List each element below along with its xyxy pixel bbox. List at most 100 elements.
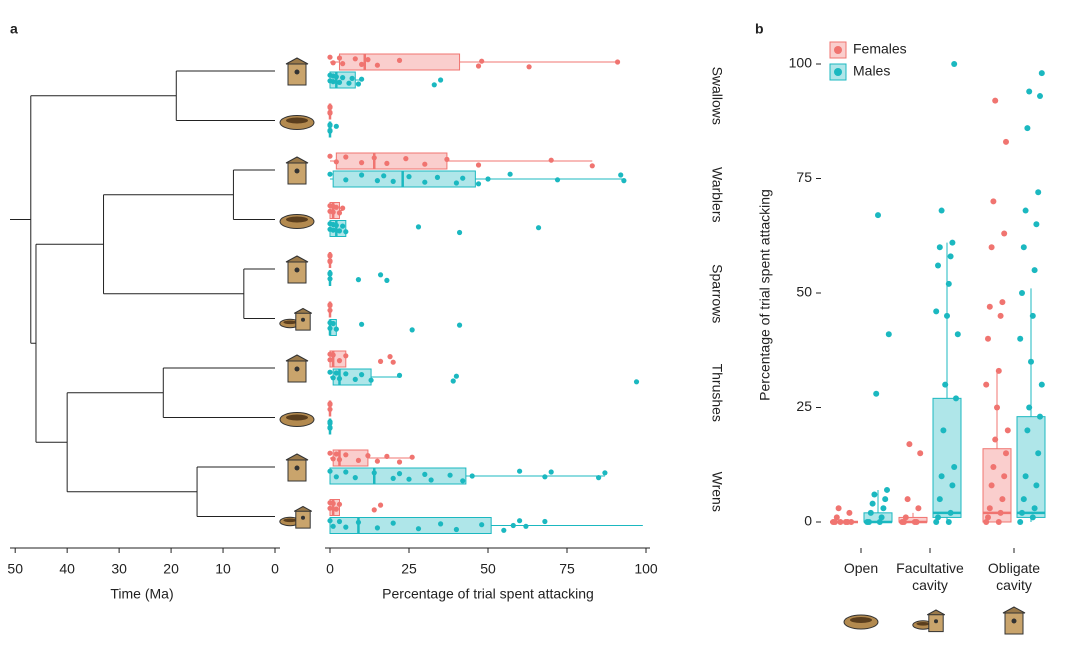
x-tick-label: 30 xyxy=(111,561,127,577)
point xyxy=(1022,473,1029,480)
point xyxy=(460,175,466,181)
point xyxy=(428,477,434,483)
point xyxy=(330,60,336,66)
point xyxy=(327,450,333,456)
nest-roof xyxy=(285,354,309,362)
nest-icon xyxy=(285,156,309,185)
point xyxy=(1003,450,1009,457)
x-tick-label: Open xyxy=(843,560,879,576)
x-tick-label: Obligate cavity xyxy=(987,560,1041,593)
point xyxy=(867,509,874,516)
nest-icon xyxy=(843,614,879,630)
point xyxy=(878,514,885,521)
point xyxy=(333,222,339,228)
point xyxy=(986,505,993,512)
x-tick-label: 25 xyxy=(401,561,417,577)
point xyxy=(935,262,941,269)
x-tick-label: 50 xyxy=(7,561,23,577)
point xyxy=(475,181,482,187)
nest-icon xyxy=(285,255,309,284)
point xyxy=(340,223,346,229)
point xyxy=(415,224,422,230)
point xyxy=(621,178,627,184)
point xyxy=(387,354,393,360)
point xyxy=(902,514,909,521)
point xyxy=(336,376,343,382)
nest-hole xyxy=(301,515,305,520)
nest-icon xyxy=(279,214,315,229)
point xyxy=(336,55,343,61)
point xyxy=(548,157,554,163)
point xyxy=(336,210,343,216)
x-tick-label: 10 xyxy=(215,561,231,577)
nest-inner xyxy=(916,622,930,626)
point xyxy=(359,372,365,378)
point xyxy=(374,458,380,464)
point xyxy=(333,370,339,376)
point xyxy=(1001,473,1008,480)
point xyxy=(936,244,943,251)
point xyxy=(475,162,482,168)
point xyxy=(327,325,333,331)
point xyxy=(460,478,466,484)
point xyxy=(1028,358,1034,365)
point xyxy=(355,81,362,87)
point xyxy=(327,307,333,313)
point xyxy=(1037,93,1043,100)
point xyxy=(542,518,548,525)
point xyxy=(876,519,883,525)
y-tick-label: 100 xyxy=(789,55,813,71)
point xyxy=(501,527,507,533)
nest-hole xyxy=(294,465,300,471)
point xyxy=(535,225,542,231)
point xyxy=(374,178,380,184)
nest-roof xyxy=(1002,606,1026,614)
point xyxy=(475,63,482,69)
point xyxy=(336,79,343,85)
point xyxy=(330,209,336,215)
point xyxy=(1001,230,1008,237)
point xyxy=(554,177,561,183)
point xyxy=(945,280,952,287)
point xyxy=(352,475,358,481)
legend-marker xyxy=(834,68,842,76)
point xyxy=(1035,450,1042,457)
point xyxy=(935,514,941,521)
point xyxy=(507,171,513,177)
point xyxy=(1031,505,1038,512)
point xyxy=(327,110,333,116)
point xyxy=(368,377,374,383)
legend-marker xyxy=(834,46,842,54)
point xyxy=(1038,70,1045,77)
point xyxy=(936,496,943,503)
point xyxy=(915,505,922,512)
point xyxy=(365,57,371,63)
point xyxy=(614,59,621,65)
point xyxy=(343,177,349,183)
point xyxy=(327,425,333,431)
nest-roof xyxy=(293,307,313,314)
legend-label: Females xyxy=(853,41,907,57)
point xyxy=(359,172,365,178)
panel-label: b xyxy=(755,21,764,37)
point xyxy=(390,359,396,365)
point xyxy=(884,486,890,493)
point xyxy=(343,229,349,235)
point xyxy=(1031,267,1038,274)
point xyxy=(985,514,991,521)
point xyxy=(444,156,450,162)
point xyxy=(999,496,1006,503)
point xyxy=(384,277,390,283)
point xyxy=(384,453,390,459)
point xyxy=(985,335,991,342)
point xyxy=(355,277,362,283)
nest-icon xyxy=(279,115,315,130)
point xyxy=(995,519,1002,525)
point xyxy=(596,475,602,481)
x-tick-label: 100 xyxy=(634,561,658,577)
point xyxy=(343,469,349,475)
point xyxy=(327,468,333,474)
panel-label: a xyxy=(10,21,18,37)
point xyxy=(431,82,437,88)
point xyxy=(327,369,333,375)
